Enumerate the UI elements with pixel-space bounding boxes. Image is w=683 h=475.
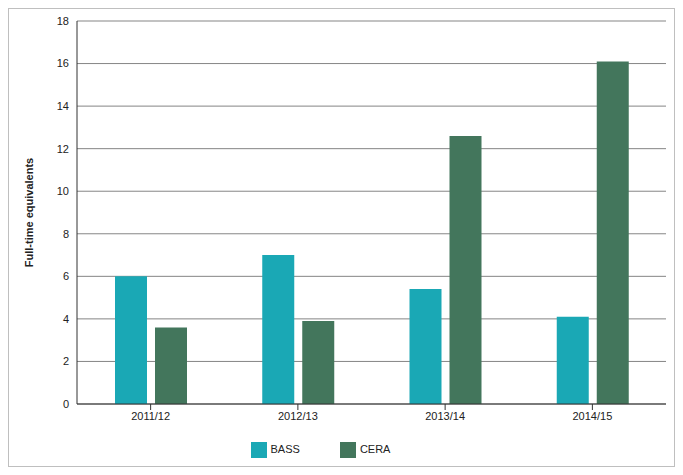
svg-text:Full-time equivalents: Full-time equivalents — [23, 158, 35, 267]
svg-text:4: 4 — [63, 313, 69, 325]
svg-text:16: 16 — [57, 57, 69, 69]
svg-text:8: 8 — [63, 228, 69, 240]
html-text:CERA: CERA — [359, 442, 391, 455]
svg-text:12: 12 — [57, 143, 69, 155]
svg-text:2: 2 — [63, 355, 69, 367]
html-text:BASS: BASS — [270, 442, 300, 455]
svg-text:18: 18 — [57, 15, 69, 27]
svg-text:2012/13: 2012/13 — [278, 410, 318, 422]
svg-text:2014/15: 2014/15 — [572, 410, 612, 422]
svg-text:6: 6 — [63, 270, 69, 282]
svg-text:10: 10 — [57, 185, 69, 197]
svg-text:2013/14: 2013/14 — [425, 410, 465, 422]
svg-text:2011/12: 2011/12 — [131, 410, 170, 422]
svg-text:14: 14 — [57, 100, 69, 112]
svg-text:0: 0 — [63, 398, 69, 410]
